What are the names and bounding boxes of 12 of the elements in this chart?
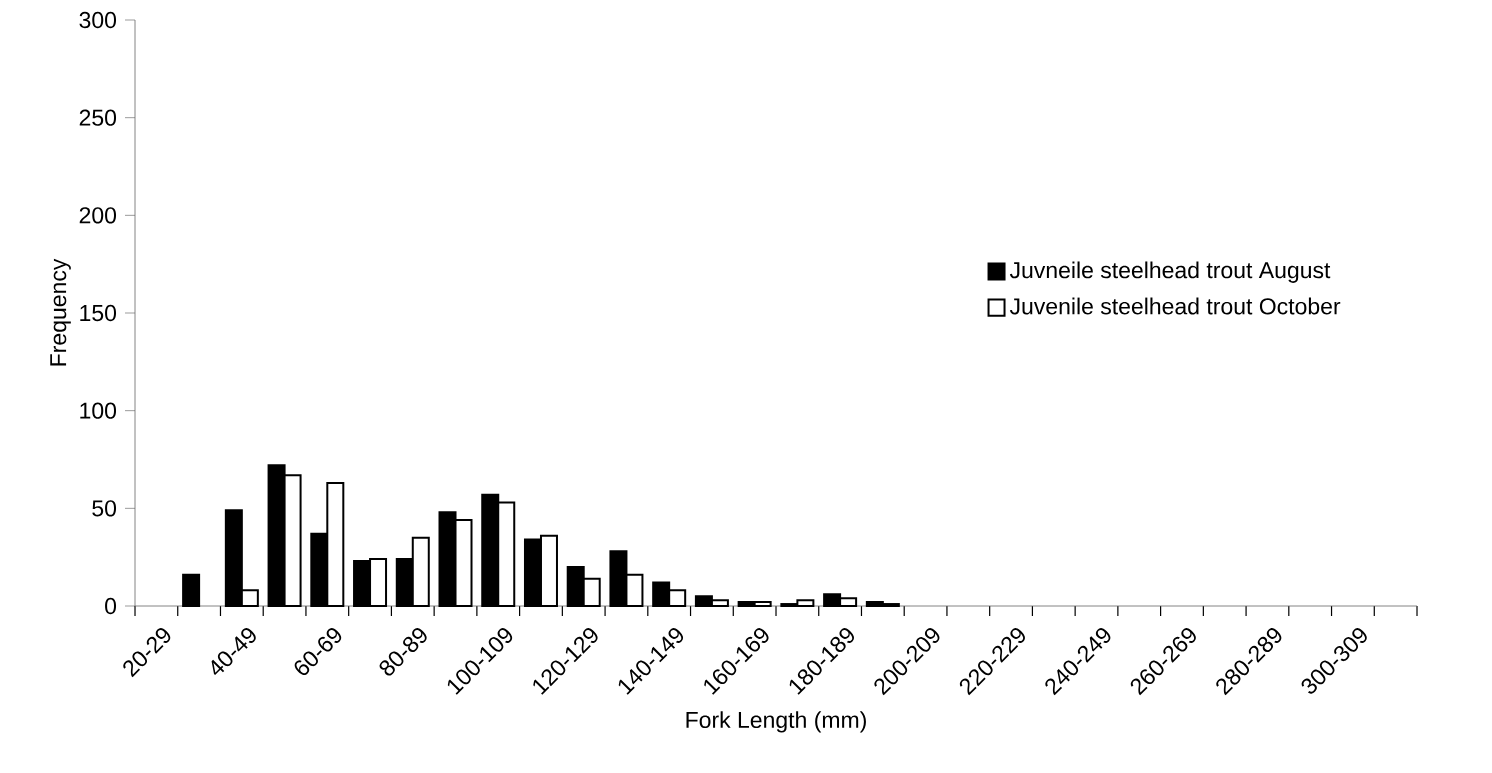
y-tick-label: 50 — [92, 500, 117, 517]
y-axis-title: Frequency — [50, 258, 71, 366]
legend-label: Juvenile steelhead trout October — [1009, 297, 1341, 315]
y-tick-label: 150 — [80, 304, 117, 322]
y-tick-label: 200 — [79, 207, 117, 224]
legend-label: Juvneile steelhead trout August — [1009, 261, 1331, 283]
x-axis-title: Fork Length (mm) — [686, 711, 866, 733]
y-tick-label: 0 — [105, 597, 117, 615]
y-tick-label: 100 — [80, 402, 117, 419]
y-tick-label: 250 — [79, 109, 117, 126]
bar — [182, 573, 201, 607]
y-tick-label: 300 — [79, 11, 117, 29]
